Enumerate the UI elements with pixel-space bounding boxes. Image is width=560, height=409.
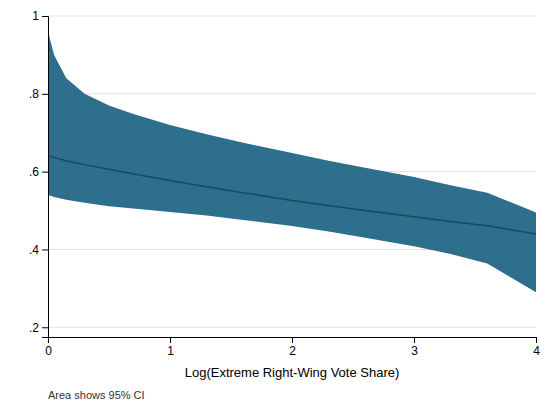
y-tick-mark	[42, 172, 48, 173]
y-axis: .2 .4 .6 .8 1	[29, 9, 49, 337]
x-tick: 1	[167, 337, 174, 358]
x-tick-label: 1	[167, 344, 174, 358]
y-tick: .8	[29, 87, 48, 101]
y-tick-label: .8	[29, 87, 39, 101]
y-tick: .2	[29, 321, 48, 335]
x-tick-mark	[414, 337, 415, 343]
x-tick: 3	[411, 337, 418, 358]
x-tick: 0	[45, 337, 52, 358]
y-tick-label: 1	[32, 9, 39, 23]
footnote: Area shows 95% CI	[48, 389, 145, 401]
x-axis-label: Log(Extreme Right-Wing Vote Share)	[185, 365, 400, 380]
x-tick: 2	[289, 337, 296, 358]
y-tick: 1	[32, 9, 48, 23]
y-tick-label: .4	[29, 243, 39, 257]
x-tick-mark	[536, 337, 537, 343]
mean-line	[48, 156, 536, 234]
grid	[48, 16, 536, 327]
grid-line	[48, 16, 536, 17]
y-tick-mark	[42, 94, 48, 95]
y-axis-line	[42, 17, 49, 338]
x-tick-mark	[48, 337, 49, 343]
y-tick-mark	[42, 16, 48, 17]
x-tick: 4	[533, 337, 540, 358]
confidence-band	[48, 32, 536, 293]
y-tick-mark	[42, 327, 48, 328]
y-tick: .6	[29, 165, 48, 179]
plot: .2 .4 .6 .8 1 0 1 2 3 4	[29, 9, 540, 357]
y-tick: .4	[29, 243, 48, 257]
x-axis-line	[49, 338, 537, 344]
y-tick-label: .6	[29, 165, 39, 179]
x-tick-label: 2	[289, 344, 296, 358]
x-tick-label: 4	[533, 344, 540, 358]
x-axis: 0 1 2 3 4	[45, 337, 540, 358]
x-tick-mark	[170, 337, 171, 343]
x-tick-label: 3	[411, 344, 418, 358]
y-tick-mark	[42, 249, 48, 250]
x-tick-mark	[292, 337, 293, 343]
chart: .2 .4 .6 .8 1 0 1 2 3 4 Log(Extreme Right-Wing Vot…	[0, 0, 560, 409]
x-tick-label: 0	[45, 344, 52, 358]
y-tick-label: .2	[29, 321, 39, 335]
marks	[48, 32, 536, 293]
grid-line	[48, 327, 536, 328]
grid-line	[48, 93, 536, 94]
